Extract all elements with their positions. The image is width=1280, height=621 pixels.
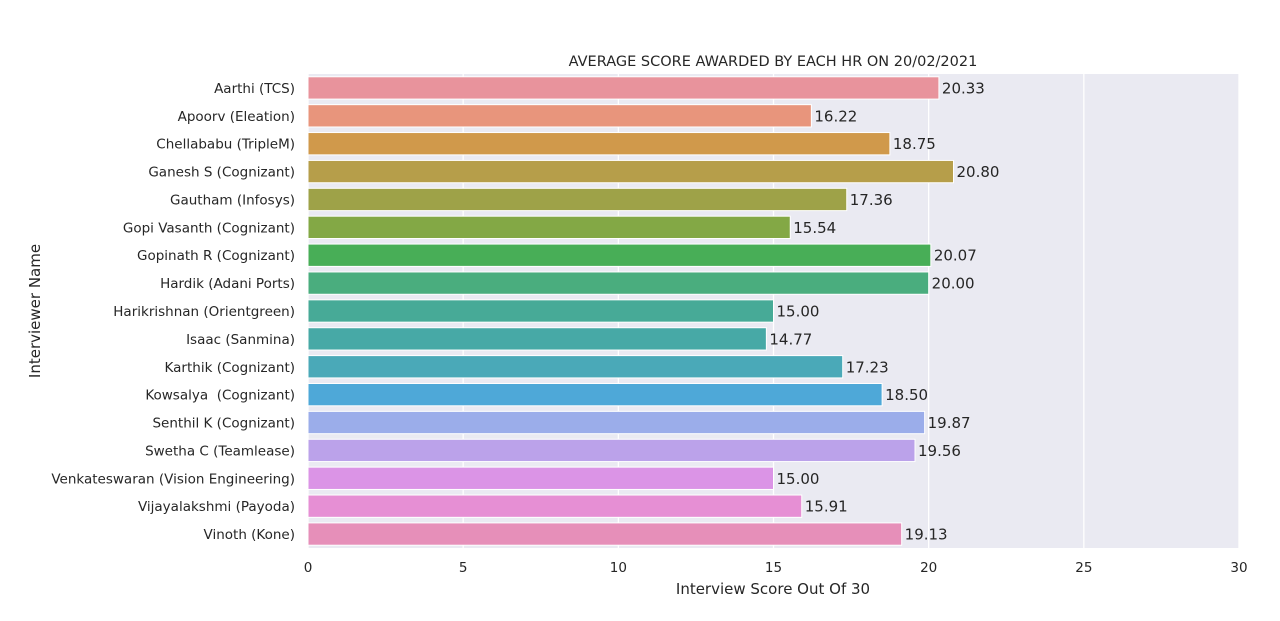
x-tick-label-2: 10 (610, 560, 627, 576)
bar-14 (307, 466, 774, 490)
bar-value-label-15: 15.91 (805, 498, 848, 516)
bar-value-label-4: 17.36 (850, 191, 893, 209)
bar-value-label-14: 15.00 (777, 470, 820, 488)
bar-6 (307, 243, 932, 267)
y-tick-label-13: Swetha C (Teamlease) (145, 443, 295, 459)
bar-value-label-10: 17.23 (846, 358, 889, 376)
x-tick-label-6: 30 (1230, 560, 1247, 576)
bar-value-label-8: 15.00 (777, 303, 820, 321)
bar-value-label-5: 15.54 (793, 219, 836, 237)
x-tick-label-0: 0 (304, 560, 313, 576)
y-tick-labels: Aarthi (TCS) Apoorv (Eleation) Chellababu … (51, 81, 295, 543)
chart-title: AVERAGE SCORE AWARDED BY EACH HR ON 20/0… (569, 54, 978, 70)
bar-12 (307, 410, 926, 435)
bar-7 (307, 271, 930, 295)
y-tick-label-16: Vinoth (Kone) (204, 527, 295, 543)
y-tick-label-10: Karthik (Cognizant) (165, 360, 295, 376)
bar-15 (307, 494, 803, 518)
bar-0 (307, 76, 940, 100)
bar-value-label-13: 19.56 (918, 442, 961, 460)
y-tick-label-6: Gopinath R (Cognizant) (137, 248, 295, 264)
bar-5 (307, 215, 791, 240)
bar-value-label-0: 20.33 (942, 79, 985, 97)
y-tick-label-11: Kowsalya (Cognizant) (145, 388, 295, 404)
y-axis-label: Interviewer Name (26, 244, 44, 378)
bar-3 (307, 159, 954, 184)
y-tick-label-9: Isaac (Sanmina) (186, 332, 295, 348)
bar-value-label-16: 19.13 (905, 526, 948, 544)
y-tick-label-2: Chellababu (TripleM) (156, 137, 295, 153)
y-tick-label-12: Senthil K (Cognizant) (152, 416, 295, 432)
y-tick-label-1: Apoorv (Eleation) (178, 109, 295, 125)
bar-16 (307, 522, 903, 546)
x-tick-label-1: 5 (459, 560, 468, 576)
y-tick-label-8: Harikrishnan (Orientgreen) (113, 304, 295, 320)
x-tick-labels: 0 5 10 15 20 25 30 (304, 560, 1248, 576)
y-tick-label-4: Gautham (Infosys) (170, 192, 295, 208)
y-tick-label-14: Venkateswaran (Vision Engineering) (51, 471, 295, 487)
bar-2 (307, 132, 891, 156)
bar-9 (307, 327, 767, 351)
bar-value-labels: 20.33 16.22 18.75 20.80 17.36 15.54 20.07 20.00… (769, 79, 999, 543)
bar-1 (307, 104, 812, 128)
bar-value-label-11: 18.50 (885, 386, 928, 404)
x-tick-label-4: 20 (920, 560, 937, 576)
bar-value-label-3: 20.80 (956, 163, 999, 181)
y-tick-label-0: Aarthi (TCS) (214, 81, 295, 97)
bar-value-label-1: 16.22 (814, 107, 857, 125)
bar-value-label-9: 14.77 (769, 330, 812, 348)
bar-4 (307, 187, 848, 212)
x-axis-label: Interview Score Out Of 30 (676, 580, 870, 598)
bar-value-label-6: 20.07 (934, 247, 977, 265)
y-tick-label-7: Hardik (Adani Ports) (160, 276, 295, 292)
bar-11 (307, 382, 883, 407)
bars (307, 76, 954, 546)
x-tick-label-3: 15 (765, 560, 782, 576)
y-tick-label-15: Vijayalakshmi (Payoda) (138, 499, 295, 515)
bar-value-label-12: 19.87 (928, 414, 971, 432)
x-tick-label-5: 25 (1075, 560, 1092, 576)
bar-13 (307, 438, 916, 463)
y-tick-label-5: Gopi Vasanth (Cognizant) (123, 220, 295, 236)
bar-value-label-2: 18.75 (893, 135, 936, 153)
bar-8 (307, 299, 774, 323)
y-tick-label-3: Ganesh S (Cognizant) (148, 165, 295, 181)
bar-value-label-7: 20.00 (932, 275, 975, 293)
bar-10 (307, 355, 844, 379)
